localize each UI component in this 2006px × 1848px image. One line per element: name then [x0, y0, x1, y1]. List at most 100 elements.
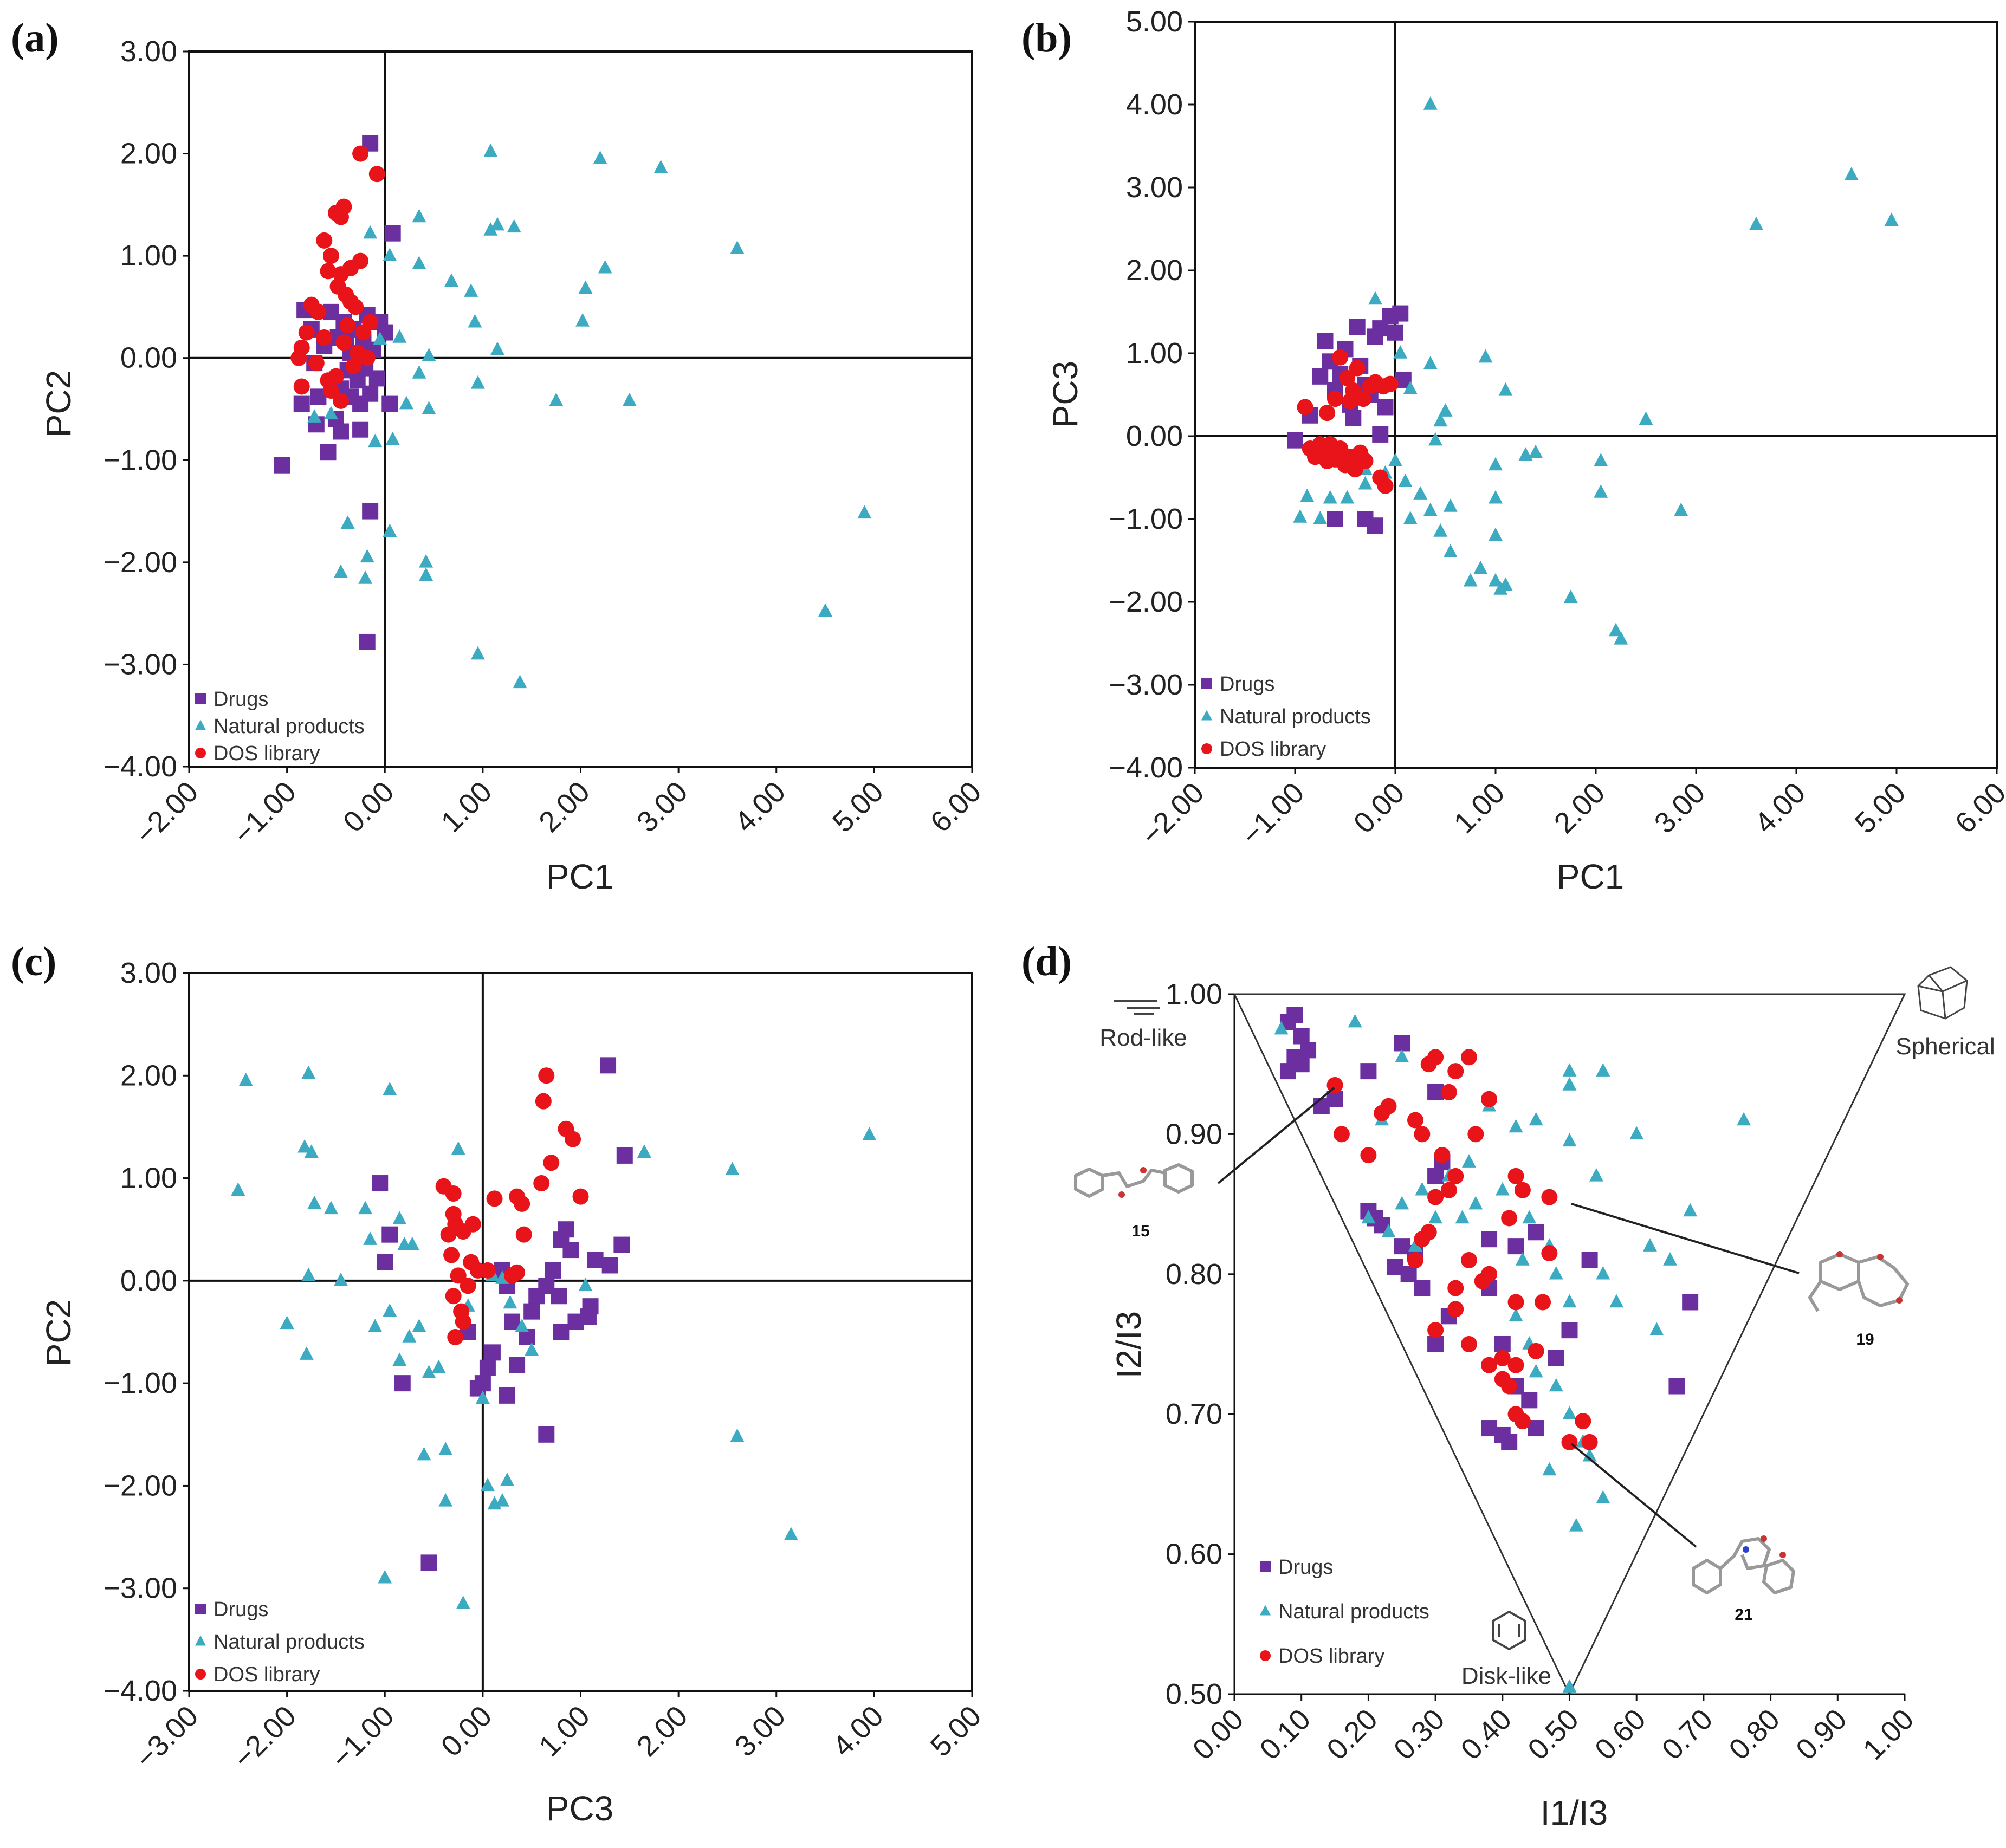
- rod-like-icon: [1114, 1000, 1160, 1015]
- natural-product-point: [1529, 1112, 1543, 1126]
- natural-product-point: [1489, 457, 1503, 471]
- x-tick-label: 6.00: [924, 775, 988, 839]
- dos-point: [1541, 1189, 1558, 1205]
- drug-point: [1312, 368, 1329, 385]
- natural-product-point: [1403, 511, 1418, 524]
- x-tick-label: 0.60: [1589, 1703, 1652, 1766]
- dos-point: [352, 145, 369, 162]
- natural-product-point: [1663, 1252, 1678, 1266]
- legend-dos-label: DOS library: [213, 742, 320, 765]
- dos-point: [443, 1247, 460, 1263]
- natural-product-point: [280, 1315, 294, 1330]
- natural-product-point: [456, 1596, 470, 1609]
- natural-product-point: [1489, 573, 1503, 587]
- y-tick-label: 0.80: [1166, 1258, 1222, 1291]
- dos-point: [1535, 1294, 1551, 1311]
- natural-product-point: [1408, 1238, 1422, 1252]
- natural-product-point: [307, 1195, 322, 1209]
- drug-point: [1427, 1168, 1444, 1184]
- x-axis-label: PC1: [546, 857, 614, 896]
- natural-product-point: [419, 554, 433, 568]
- natural-product-point: [444, 273, 459, 287]
- panel-b-chart: −2.00 −1.00 0.00 1.00 2.00 3.00 4.00 5.00 6.00 −4…: [1046, 5, 2006, 896]
- dos-point: [538, 1067, 555, 1084]
- drug-point: [1394, 1035, 1410, 1052]
- dos-point: [486, 1190, 503, 1207]
- natural-product-point: [431, 1359, 446, 1373]
- x-tick-label: 0.00: [435, 1700, 499, 1763]
- x-tick-label: 0.00: [337, 775, 400, 839]
- drug-point: [1521, 1392, 1538, 1409]
- drug-point: [1427, 1336, 1444, 1352]
- natural-product-point: [1388, 452, 1402, 466]
- drug-point: [474, 1375, 491, 1392]
- dos-point: [327, 368, 344, 385]
- natural-product-point: [1582, 1448, 1597, 1462]
- natural-product-point: [1423, 355, 1438, 369]
- panel-d-label: (d): [1021, 939, 1072, 984]
- dos-point: [345, 358, 362, 374]
- natural-product-point: [1569, 1518, 1583, 1532]
- dos-point: [1297, 399, 1313, 416]
- natural-product-point: [1415, 1182, 1429, 1196]
- dos-point: [509, 1264, 526, 1281]
- natural-product-point: [730, 240, 745, 254]
- natural-product-point: [470, 646, 485, 660]
- natural-product-point: [412, 1319, 426, 1332]
- legend-dos-label: DOS library: [213, 1663, 320, 1686]
- drug-point: [1387, 1259, 1403, 1275]
- dos-point: [316, 329, 333, 346]
- dos-point: [464, 1216, 481, 1233]
- x-tick-label: 0.40: [1455, 1703, 1518, 1766]
- natural-product-point: [1348, 1014, 1362, 1028]
- drug-point: [601, 1257, 618, 1274]
- natural-product-point: [438, 1493, 453, 1507]
- y-tick-label: −2.00: [103, 1469, 177, 1502]
- natural-product-point: [1473, 560, 1488, 574]
- natural-product-point: [368, 433, 383, 448]
- x-tick-label: 3.00: [728, 1700, 792, 1763]
- natural-product-point: [1489, 527, 1503, 541]
- dos-point: [1360, 1147, 1377, 1164]
- natural-product-point: [358, 570, 373, 584]
- x-tick-label: 0.30: [1388, 1703, 1451, 1766]
- legend-dos-label: DOS library: [1220, 738, 1326, 761]
- x-tick-label: 5.00: [924, 1700, 988, 1763]
- natural-product-point: [653, 160, 668, 173]
- legend-drug-label: Drugs: [1220, 673, 1274, 696]
- natural-product-point: [1498, 382, 1513, 396]
- natural-product-point: [480, 1477, 495, 1492]
- dos-point: [1427, 1189, 1444, 1205]
- natural-product-point: [1313, 511, 1328, 524]
- dos-point: [514, 1195, 530, 1212]
- natural-product-point: [360, 549, 374, 563]
- y-tick-label: −3.00: [103, 1572, 177, 1605]
- dos-point: [1327, 391, 1343, 407]
- dos-point: [290, 349, 307, 366]
- natural-product-point: [490, 217, 504, 231]
- x-tick-label: 1.00: [1857, 1703, 1920, 1766]
- drug-point: [1548, 1350, 1564, 1366]
- y-tick-label: 2.00: [120, 1059, 177, 1092]
- natural-product-point: [1529, 1364, 1543, 1378]
- dos-point: [1434, 1147, 1451, 1164]
- natural-product-point: [383, 248, 397, 261]
- dos-point: [1414, 1231, 1431, 1248]
- drug-point: [600, 1057, 617, 1074]
- natural-product-point: [1438, 403, 1453, 417]
- dos-point: [460, 1278, 476, 1294]
- natural-product-point: [598, 260, 612, 274]
- natural-product-point: [368, 1319, 383, 1332]
- natural-product-point: [422, 401, 436, 414]
- natural-product-point: [385, 431, 400, 445]
- y-tick-label: 0.50: [1166, 1678, 1222, 1710]
- natural-product-point: [1478, 349, 1493, 363]
- drug-point: [1293, 1028, 1310, 1045]
- panel-d-chart: 0.00 0.10 0.20 0.30 0.40 0.50 0.60 0.70 0.80 0.90…: [1074, 966, 1995, 1832]
- x-tick-label: 0.10: [1253, 1703, 1317, 1766]
- legend-drug-label: Drugs: [1278, 1556, 1333, 1579]
- dos-point: [1407, 1252, 1423, 1268]
- natural-product-point: [1596, 1063, 1610, 1077]
- y-tick-label: 3.00: [1126, 171, 1183, 204]
